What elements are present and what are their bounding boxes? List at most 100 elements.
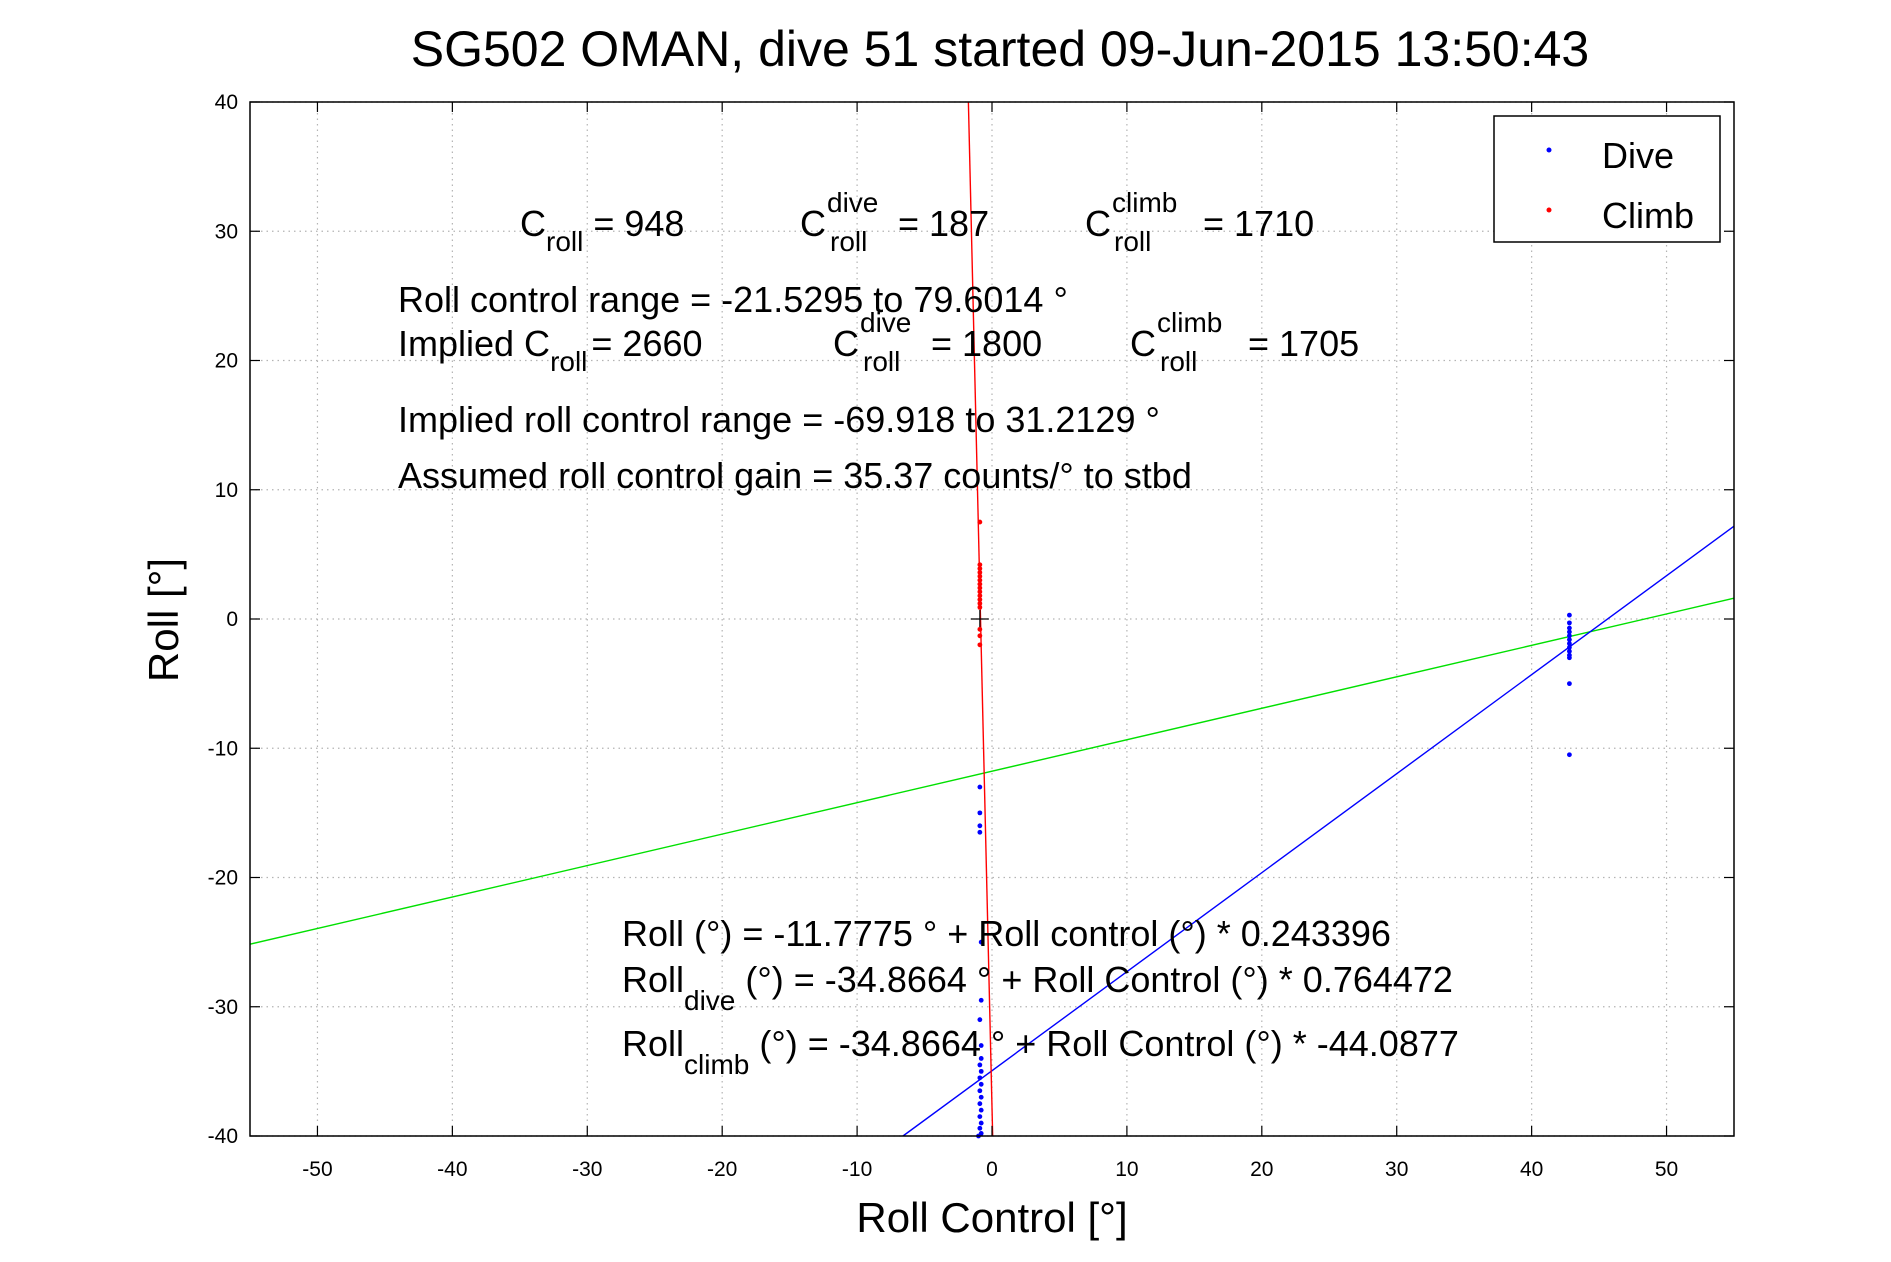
y-tick-label: 40 [215, 91, 238, 114]
x-axis-label: Roll Control [°] [856, 1194, 1127, 1241]
data-point-dive [1567, 625, 1572, 631]
svg-text:roll: roll [830, 226, 867, 257]
data-point-dive [977, 784, 983, 790]
data-point-dive [978, 1056, 984, 1061]
data-point-climb [977, 633, 983, 639]
data-point-climb [977, 642, 983, 648]
fit-line-overall [249, 597, 1735, 945]
x-tick-label: -10 [842, 1158, 872, 1181]
y-tick-label: -30 [208, 996, 238, 1019]
x-tick-label: 10 [1115, 1158, 1138, 1181]
data-point-climb [977, 601, 983, 606]
svg-text:= 1800: = 1800 [931, 323, 1042, 364]
svg-text:Rolldive (°) = -34.8664 ° + Ro: Rolldive (°) = -34.8664 ° + Roll Control… [622, 959, 1453, 1016]
axis-ticks: -50 -40 -30 -20 -10 0 10 20 30 40 50 -40 -30 -20 -10 0 1… [208, 91, 1734, 1181]
data-point-dive [978, 939, 984, 945]
data-point-dive [977, 1017, 983, 1023]
x-tick-label: -40 [437, 1158, 467, 1181]
data-point-dive [1567, 629, 1572, 635]
data-point-climb [977, 573, 983, 579]
c-roll-dive-annotation: Cdive roll = 187 [800, 187, 989, 257]
grid-layer [250, 101, 1734, 1137]
data-point-climb [977, 626, 983, 632]
svg-text:roll: roll [863, 346, 900, 377]
data-point-dive [1567, 752, 1572, 758]
data-point-dive [978, 1120, 984, 1126]
legend-dive-label: Dive [1602, 135, 1674, 176]
data-point-climb [977, 562, 983, 568]
data-point-dive [977, 1088, 983, 1094]
data-point-dive [978, 1068, 984, 1074]
c-roll-climb-annotation: Cclimb roll = 1710 [1085, 187, 1314, 257]
data-point-dive [1567, 648, 1572, 654]
y-axis-label: Roll [°] [140, 558, 187, 682]
y-tick-label: 20 [215, 350, 238, 373]
implied-range-annotation: Implied roll control range = -69.918 to … [398, 399, 1160, 440]
x-tick-label: -30 [572, 1158, 602, 1181]
data-point-dive [977, 1114, 983, 1120]
svg-text:Cclimb: Cclimb [1085, 187, 1177, 244]
legend-dive-marker [1546, 147, 1552, 153]
svg-text:= 1710: = 1710 [1203, 203, 1314, 244]
chart-title: SG502 OMAN, dive 51 started 09-Jun-2015 … [411, 21, 1590, 77]
implied-c-roll-dive-annotation: Cdive roll = 1800 [833, 307, 1042, 377]
data-point-dive [978, 1107, 984, 1113]
x-tick-label: 20 [1250, 1158, 1273, 1181]
data-point-climb [977, 581, 983, 587]
c-roll-annotation: Croll = 948 [520, 203, 684, 257]
svg-text:Cdive: Cdive [800, 187, 878, 244]
y-tick-label: 10 [215, 479, 238, 502]
data-point-dive [977, 823, 983, 829]
data-point-dive [977, 810, 983, 816]
data-point-climb [977, 566, 983, 571]
data-point-dive [977, 829, 983, 835]
svg-text:= 1705: = 1705 [1248, 323, 1359, 364]
data-point-dive [1567, 645, 1572, 650]
data-point-dive [1567, 620, 1572, 626]
x-tick-label: 50 [1655, 1158, 1678, 1181]
fit-lines [249, 101, 1735, 1137]
legend-box [1493, 115, 1721, 243]
fit-overall-equation: Roll (°) = -11.7775 ° + Roll control (°)… [622, 913, 1391, 954]
gain-annotation: Assumed roll control gain = 35.37 counts… [398, 455, 1192, 496]
y-tick-label: -40 [208, 1125, 238, 1148]
implied-c-roll-annotation: Implied Croll = 2660 [398, 323, 703, 377]
data-point-dive [1567, 612, 1572, 618]
data-point-dive [977, 1101, 983, 1107]
x-tick-label: 30 [1385, 1158, 1408, 1181]
data-point-dive [978, 1043, 984, 1048]
data-point-climb [977, 593, 983, 599]
x-tick-label: -20 [707, 1158, 737, 1181]
svg-text:roll: roll [1160, 346, 1197, 377]
x-tick-label: 40 [1520, 1158, 1543, 1181]
svg-text:Cdive: Cdive [833, 307, 911, 364]
data-point-dive [977, 1125, 983, 1131]
data-point-climb [977, 585, 983, 591]
data-point-dive [978, 1081, 984, 1087]
data-point-dive [1567, 637, 1572, 643]
svg-text:Cclimb: Cclimb [1130, 307, 1222, 364]
legend-climb-label: Climb [1602, 195, 1694, 236]
data-point-dive [1567, 641, 1572, 646]
data-points [976, 519, 1572, 1139]
data-point-dive [978, 1094, 984, 1100]
data-point-dive [977, 1062, 983, 1068]
fit-climb-equation: Rollclimb (°) = -34.8664 ° + Roll Contro… [622, 1023, 1459, 1080]
data-point-climb [977, 589, 983, 595]
svg-text:roll: roll [1114, 226, 1151, 257]
data-point-climb [977, 577, 983, 583]
svg-text:Croll= 948: Croll = 948 [520, 203, 684, 257]
implied-c-roll-climb-annotation: Cclimb roll = 1705 [1130, 307, 1359, 377]
svg-text:Rollclimb (°) = -34.8664 ° + R: Rollclimb (°) = -34.8664 ° + Roll Contro… [622, 1023, 1459, 1080]
y-tick-label: 30 [215, 220, 238, 243]
x-tick-label: -50 [302, 1158, 332, 1181]
y-tick-label: 0 [226, 608, 238, 631]
data-point-dive [1567, 681, 1572, 687]
legend: Dive Climb [1493, 115, 1721, 243]
y-tick-label: -10 [208, 737, 238, 760]
data-point-dive [1567, 655, 1572, 661]
svg-text:= 187: = 187 [898, 203, 989, 244]
legend-climb-marker [1546, 207, 1552, 213]
fit-dive-equation: Rolldive (°) = -34.8664 ° + Roll Control… [622, 959, 1453, 1016]
